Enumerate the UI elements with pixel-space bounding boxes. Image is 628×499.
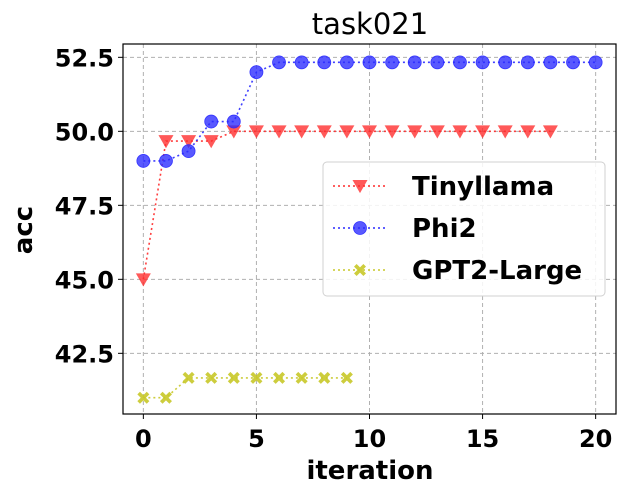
y-axis-label: acc [9,206,39,254]
x-tick-label: 0 [135,425,152,453]
data-point-phi2 [249,65,264,80]
data-point-tinyllama [271,125,287,139]
data-point-gpt2-large [273,371,286,384]
data-point-gpt2-large [340,371,353,384]
data-point-phi2 [226,114,241,129]
y-tick-label: 47.5 [55,192,114,220]
data-point-tinyllama [181,135,197,149]
data-point-phi2 [159,154,173,168]
data-point-gpt2-large [227,371,240,384]
data-point-gpt2-large [159,391,172,404]
data-point-tinyllama [316,125,332,139]
data-point-tinyllama [407,125,423,139]
y-tick-label: 42.5 [55,340,114,368]
data-point-tinyllama [158,135,174,149]
data-point-phi2 [453,55,467,70]
data-point-tinyllama [520,125,536,139]
y-tick-label: 52.5 [55,44,114,72]
x-tick-label: 15 [466,425,499,453]
legend-marker-tinyllama [352,180,368,194]
legend-marker-gpt2-large [354,264,366,276]
series-phi2 [136,55,603,168]
data-point-phi2 [136,154,151,168]
data-point-tinyllama [384,125,400,139]
data-point-phi2 [204,114,219,129]
data-point-gpt2-large [205,371,218,384]
x-tick-label: 5 [248,425,265,453]
data-point-tinyllama [135,273,151,287]
series-layer [135,55,603,404]
x-tick-label: 20 [579,425,612,453]
data-point-phi2 [566,55,580,70]
data-point-phi2 [475,55,490,70]
legend-marker-phi2 [353,221,367,235]
data-point-tinyllama [294,125,310,139]
data-point-tinyllama [226,125,242,139]
data-point-tinyllama [497,125,513,139]
series-tinyllama [135,125,558,287]
ticks: 0 5 10 15 20 42.5 45.0 47.5 50.0 52.5 [55,44,613,453]
data-point-phi2 [317,55,332,70]
data-point-phi2 [294,55,309,70]
chart-title: task021 [312,7,428,41]
data-point-tinyllama [475,125,491,139]
y-tick-label: 50.0 [55,118,114,146]
data-point-gpt2-large [137,391,150,404]
data-point-tinyllama [452,125,468,139]
data-point-phi2 [520,55,535,70]
data-point-phi2 [272,55,286,70]
data-point-tinyllama [339,125,355,139]
data-point-gpt2-large [318,371,331,384]
legend: Tinyllama Phi2 GPT2-Large [322,161,606,297]
data-point-phi2 [181,144,196,159]
data-point-phi2 [588,55,603,70]
data-point-gpt2-large [250,371,263,384]
legend-label-phi2: Phi2 [412,214,477,244]
data-point-gpt2-large [295,371,308,384]
x-tick-label: 10 [353,425,386,453]
series-gpt2-large [137,371,353,404]
data-point-phi2 [543,55,558,70]
legend-label-gpt2-large: GPT2-Large [412,256,582,286]
data-point-tinyllama [429,125,445,139]
legend-label-tinyllama: Tinyllama [412,172,554,202]
data-point-phi2 [407,55,422,70]
data-point-tinyllama [362,125,377,139]
x-axis-label: iteration [306,456,433,486]
legend-box [322,161,606,297]
data-point-tinyllama [203,135,219,149]
data-point-tinyllama [542,125,558,139]
y-tick-label: 45.0 [55,266,114,294]
data-point-tinyllama [248,125,264,139]
data-point-phi2 [362,55,377,70]
data-point-phi2 [498,55,513,70]
data-point-phi2 [339,55,354,70]
data-point-phi2 [385,55,400,70]
data-point-phi2 [430,55,445,70]
data-point-gpt2-large [182,371,195,384]
